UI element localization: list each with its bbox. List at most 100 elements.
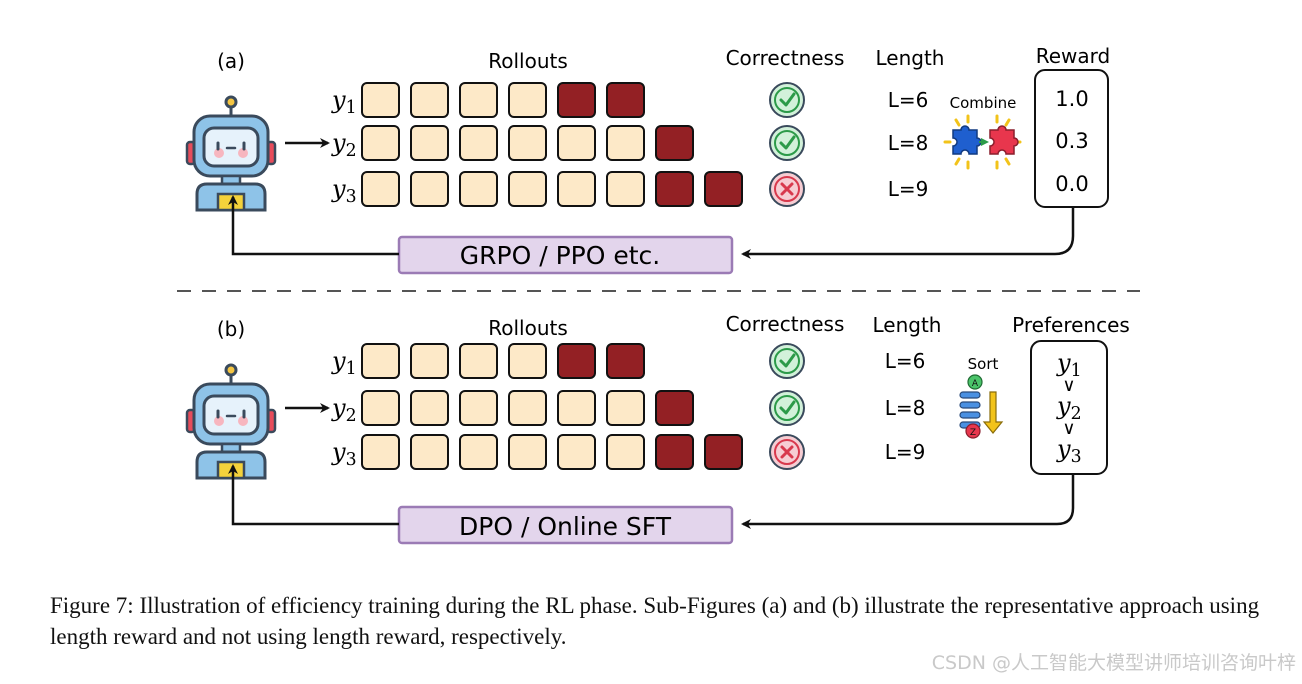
preference-order: y1∨y2∨y3 bbox=[1056, 349, 1082, 467]
token-light bbox=[459, 434, 498, 470]
panel-a-tag: (a) bbox=[217, 49, 245, 73]
token-light bbox=[459, 343, 498, 379]
token-light bbox=[361, 82, 400, 118]
preference-item: y2 bbox=[1056, 392, 1082, 424]
token-light bbox=[459, 82, 498, 118]
token-dark bbox=[655, 434, 694, 470]
cross-icon bbox=[769, 434, 805, 470]
sort-badge-a: A bbox=[972, 379, 979, 389]
token-dark bbox=[606, 343, 645, 379]
token-light bbox=[459, 390, 498, 426]
token-light bbox=[606, 390, 645, 426]
figure-caption: Figure 7: Illustration of efficiency tra… bbox=[50, 593, 1260, 649]
length-value: L=9 bbox=[885, 440, 926, 464]
panel-b-rollouts-title: Rollouts bbox=[488, 316, 568, 340]
token-light bbox=[557, 390, 596, 426]
reward-value: 0.0 bbox=[1055, 172, 1088, 196]
reward-value: 1.0 bbox=[1055, 87, 1088, 111]
length-value: L=8 bbox=[885, 396, 926, 420]
token-light bbox=[410, 343, 449, 379]
method-to-robot-arrow-a bbox=[228, 195, 399, 256]
token-dark bbox=[655, 390, 694, 426]
length-value: L=8 bbox=[888, 131, 929, 155]
token-light bbox=[361, 171, 400, 207]
panel-a-rollouts-title: Rollouts bbox=[488, 49, 568, 73]
check-icon bbox=[769, 82, 805, 118]
robot-icon bbox=[185, 95, 277, 212]
sort-icon: A Z bbox=[959, 374, 1004, 439]
panel-b-preferences-title: Preferences bbox=[1012, 313, 1130, 337]
rollout-label: y2 bbox=[331, 129, 357, 161]
token-light bbox=[606, 125, 645, 161]
robot-icon bbox=[185, 363, 277, 480]
figure-diagram: (a) Rollouts Correctness Length Reward y… bbox=[177, 44, 1140, 545]
panel-b-tag: (b) bbox=[217, 317, 245, 341]
method-label-b: DPO / Online SFT bbox=[459, 512, 672, 541]
check-icon bbox=[769, 390, 805, 426]
token-light bbox=[459, 171, 498, 207]
length-value: L=6 bbox=[885, 349, 926, 373]
reward-box bbox=[1034, 69, 1109, 208]
reward-to-method-arrow bbox=[741, 207, 1075, 259]
sort-label: Sort bbox=[968, 355, 999, 373]
puzzle-icon bbox=[943, 114, 1022, 170]
token-light bbox=[410, 82, 449, 118]
token-light bbox=[557, 171, 596, 207]
token-light bbox=[508, 82, 547, 118]
preference-symbol: ∨ bbox=[1062, 375, 1075, 396]
token-light bbox=[606, 434, 645, 470]
panel-b-length-title: Length bbox=[873, 313, 942, 337]
token-dark bbox=[655, 125, 694, 161]
method-label-a: GRPO / PPO etc. bbox=[460, 241, 660, 270]
preferences-box bbox=[1030, 340, 1108, 475]
token-light bbox=[410, 125, 449, 161]
token-light bbox=[361, 390, 400, 426]
token-light bbox=[410, 390, 449, 426]
token-light bbox=[557, 434, 596, 470]
token-light bbox=[508, 390, 547, 426]
check-icon bbox=[769, 125, 805, 161]
panel-b: (b) Rollouts Correctness Length Preferen… bbox=[185, 312, 1130, 545]
token-light bbox=[508, 343, 547, 379]
token-dark bbox=[704, 171, 743, 207]
token-light bbox=[508, 125, 547, 161]
rollout-label: y3 bbox=[331, 438, 357, 470]
token-dark bbox=[557, 82, 596, 118]
rollout-label: y1 bbox=[331, 347, 357, 379]
rollout-label: y2 bbox=[331, 394, 357, 426]
token-dark bbox=[606, 82, 645, 118]
panel-a-length-title: Length bbox=[876, 46, 945, 70]
preference-item: y3 bbox=[1056, 435, 1082, 467]
check-icon bbox=[769, 343, 805, 379]
panel-a: (a) Rollouts Correctness Length Reward y… bbox=[185, 44, 1110, 275]
rollout-label: y1 bbox=[331, 86, 357, 118]
token-light bbox=[410, 434, 449, 470]
watermark: CSDN @人工智能大模型讲师培训咨询叶梓 bbox=[931, 652, 1296, 674]
panel-a-correctness-title: Correctness bbox=[726, 46, 845, 70]
panel-a-reward-title: Reward bbox=[1036, 44, 1110, 68]
token-dark bbox=[655, 171, 694, 207]
combine-label: Combine bbox=[950, 94, 1017, 112]
reward-values: 1.0 0.3 0.0 bbox=[1055, 87, 1088, 196]
token-light bbox=[459, 125, 498, 161]
token-light bbox=[508, 171, 547, 207]
cross-icon bbox=[769, 171, 805, 207]
length-value: L=9 bbox=[888, 177, 929, 201]
token-dark bbox=[557, 343, 596, 379]
length-value: L=6 bbox=[888, 88, 929, 112]
token-light bbox=[508, 434, 547, 470]
rollout-label: y3 bbox=[331, 175, 357, 207]
panel-b-rollout-rows: y1 L=6 y2 L=8 y3 L=9 bbox=[331, 343, 926, 470]
panel-a-rollout-rows: y1 L=6 y2 L=8 y3 L=9 bbox=[331, 82, 929, 207]
token-light bbox=[361, 343, 400, 379]
reward-value: 0.3 bbox=[1055, 129, 1088, 153]
sort-badge-z: Z bbox=[970, 428, 976, 438]
preference-symbol: ∨ bbox=[1062, 418, 1075, 439]
token-dark bbox=[704, 434, 743, 470]
token-light bbox=[361, 125, 400, 161]
token-light bbox=[410, 171, 449, 207]
token-light bbox=[606, 171, 645, 207]
preference-item: y1 bbox=[1056, 349, 1082, 381]
token-light bbox=[361, 434, 400, 470]
method-to-robot-arrow-b bbox=[228, 464, 399, 526]
